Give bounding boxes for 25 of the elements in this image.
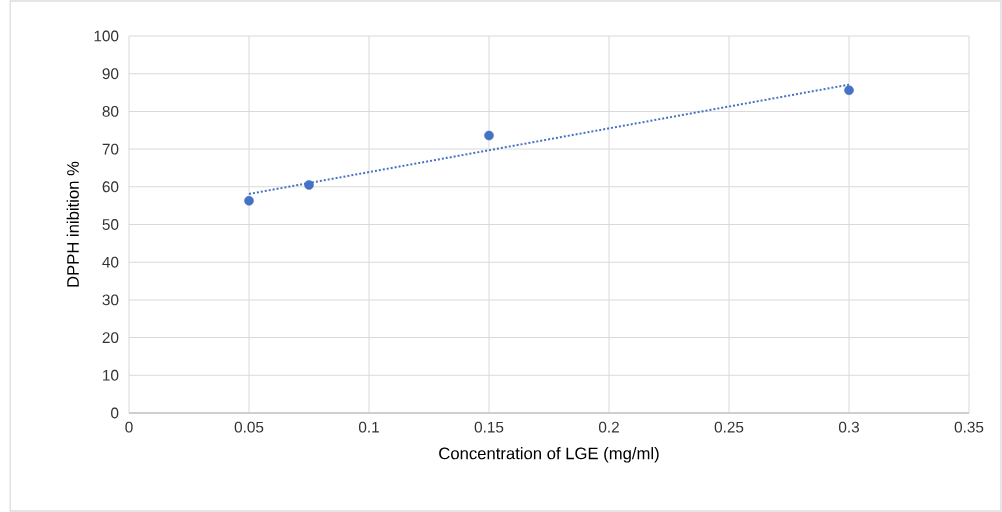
y-tick-label: 70 [102,143,119,155]
x-tick-label: 0.1 [358,421,379,433]
x-tick-label: 0 [125,421,133,433]
x-tick-label: 0.2 [598,421,619,433]
x-tick-label: 0.05 [234,421,264,433]
y-tick-label: 100 [94,30,119,42]
y-tick-label: 20 [102,332,119,344]
y-tick-label: 60 [102,181,119,193]
x-tick-label: 0.15 [474,421,504,433]
y-tick-label: 30 [102,294,119,306]
y-tick-label: 10 [103,369,119,381]
x-tick-label: 0.35 [954,421,984,433]
point [844,85,854,96]
y-tick-label: 0 [111,407,119,419]
y-tick-label: 50 [102,219,119,230]
point [304,180,314,190]
y-tick-label: 80 [102,105,119,117]
x-tick-label: 0.25 [714,421,744,433]
x-tick-label: 0.3 [838,421,859,433]
point [484,130,494,141]
point [244,195,254,206]
y-tick-label: 40 [102,256,119,268]
y-tick-label: 90 [102,68,119,80]
y-axis-title: DPPH inibition % [66,161,79,287]
x-axis-title: Concentration of LGE (mg/ml) [439,447,659,463]
